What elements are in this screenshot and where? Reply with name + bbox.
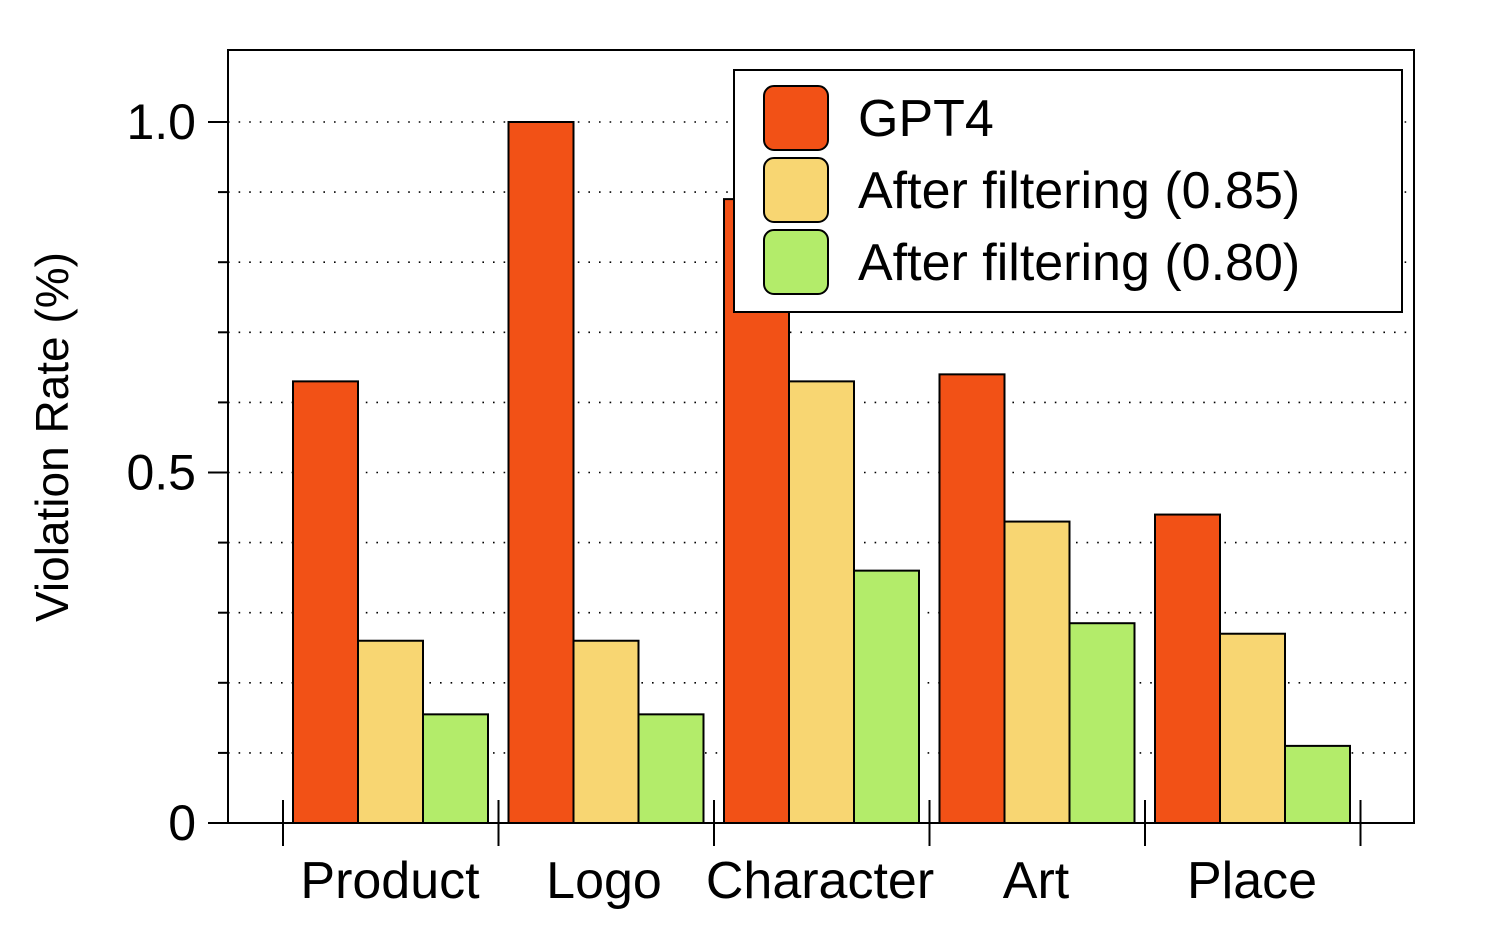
bars bbox=[292, 121, 1351, 825]
bar-place-series-1 bbox=[1154, 513, 1221, 824]
bar-art-series-3 bbox=[1068, 622, 1136, 825]
y-tick-labels: 0 0.5 1.0 bbox=[126, 94, 196, 851]
bar-place-series-3 bbox=[1284, 744, 1351, 825]
axis-ticks bbox=[208, 121, 1362, 846]
bar-character-series-3 bbox=[853, 569, 920, 825]
y-axis-label: Violation Rate (%) bbox=[26, 252, 78, 622]
legend: GPT4 After filtering (0.85) After filterin… bbox=[733, 69, 1403, 313]
bar-place-series-2 bbox=[1219, 632, 1286, 824]
legend-swatch-series-3 bbox=[763, 229, 829, 295]
x-tick-labels: Product Logo Character Art Place bbox=[300, 852, 1317, 910]
legend-label-series-2: After filtering (0.85) bbox=[858, 162, 1300, 220]
legend-frame bbox=[733, 69, 1403, 313]
x-tick-label-character: Character bbox=[706, 852, 934, 910]
legend-label-series-3: After filtering (0.80) bbox=[858, 234, 1300, 292]
x-tick-label-art: Art bbox=[1003, 852, 1070, 910]
bar-art-series-1 bbox=[938, 373, 1006, 824]
bar-logo-series-3 bbox=[637, 713, 705, 824]
bar-logo-series-2 bbox=[572, 639, 640, 824]
bar-product-series-2 bbox=[357, 639, 424, 824]
x-tick-label-place: Place bbox=[1187, 852, 1317, 910]
legend-label-series-1: GPT4 bbox=[858, 90, 994, 148]
y-tick-label: 0 bbox=[168, 795, 196, 851]
y-tick-label: 0.5 bbox=[126, 445, 196, 501]
x-tick-label-product: Product bbox=[300, 852, 480, 910]
bar-logo-series-1 bbox=[507, 121, 575, 824]
bar-art-series-2 bbox=[1003, 520, 1071, 824]
legend-swatch-series-1 bbox=[763, 85, 829, 151]
bar-character-series-2 bbox=[788, 380, 855, 824]
bar-product-series-3 bbox=[422, 713, 489, 824]
bar-product-series-1 bbox=[292, 380, 359, 824]
y-tick-label: 1.0 bbox=[126, 94, 196, 150]
legend-swatch-series-2 bbox=[763, 157, 829, 223]
plot-frame bbox=[227, 49, 1415, 824]
x-tick-label-logo: Logo bbox=[546, 852, 662, 910]
